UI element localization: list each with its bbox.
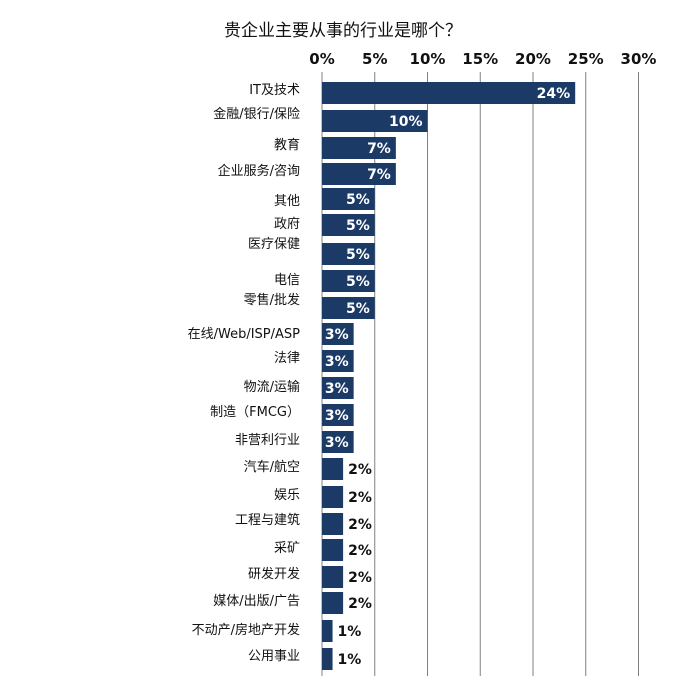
data-label: 5%	[346, 218, 370, 234]
category-label: 娱乐	[274, 488, 300, 503]
data-label: 2%	[348, 596, 372, 612]
bar	[322, 513, 344, 535]
data-label: 24%	[537, 86, 571, 102]
data-label: 5%	[346, 274, 370, 290]
data-label: 3%	[325, 327, 349, 343]
x-tick-label: 20%	[515, 50, 551, 68]
category-label: 工程与建筑	[235, 512, 300, 528]
category-label: 金融/银行/保险	[213, 106, 300, 122]
category-label: 医疗保健	[248, 237, 300, 252]
bar	[322, 82, 576, 104]
data-label: 10%	[389, 114, 423, 130]
x-tick-label: 5%	[362, 50, 387, 68]
category-label: 零售/批发	[244, 292, 300, 308]
bar	[322, 188, 375, 210]
category-label: IT及技术	[249, 83, 300, 98]
category-label: 政府	[274, 217, 300, 232]
category-label: 在线/Web/ISP/ASP	[188, 327, 301, 342]
bar	[322, 163, 396, 185]
data-label: 3%	[325, 435, 349, 451]
bar	[322, 350, 354, 372]
category-label: 制造（FMCG）	[210, 405, 300, 420]
x-tick-label: 10%	[410, 50, 446, 68]
category-label: 媒体/出版/广告	[213, 594, 300, 609]
data-label: 5%	[346, 192, 370, 208]
bar	[322, 486, 344, 508]
bar	[322, 323, 354, 345]
data-label: 1%	[338, 652, 362, 668]
data-label: 3%	[325, 354, 349, 370]
data-label: 3%	[325, 408, 349, 424]
category-label: 法律	[274, 351, 300, 366]
bar	[322, 592, 344, 614]
category-labels: IT及技术金融/银行/保险教育企业服务/咨询其他政府医疗保健电信零售/批发在线/…	[188, 83, 301, 664]
bar	[322, 648, 333, 670]
bar	[322, 377, 354, 399]
data-label: 2%	[348, 517, 372, 533]
bar	[322, 270, 375, 292]
data-label: 2%	[348, 490, 372, 506]
bar	[322, 214, 375, 236]
data-label: 2%	[348, 570, 372, 586]
bar	[322, 620, 333, 642]
data-labels: 24% 10% 7% 7% 5% 5% 5% 5% 5% 3% 3% 3% 3% 3% 2% 2% 2% 2% 2%…	[325, 86, 570, 668]
bar	[322, 458, 344, 480]
x-tick-label: 0%	[309, 50, 334, 68]
data-label: 7%	[367, 167, 391, 183]
x-tick-labels: 0% 5% 10% 15% 20% 25% 30%	[309, 50, 656, 68]
category-label: 公用事业	[248, 649, 300, 664]
bar	[322, 404, 354, 426]
data-label: 7%	[367, 141, 391, 157]
data-label: 2%	[348, 543, 372, 559]
category-label: 企业服务/咨询	[218, 163, 300, 179]
bars	[322, 82, 576, 670]
category-label: 不动产/房地产开发	[192, 622, 300, 638]
category-label: 研发开发	[248, 566, 300, 582]
data-label: 2%	[348, 462, 372, 478]
bar	[322, 243, 375, 265]
bar	[322, 431, 354, 453]
category-label: 其他	[274, 194, 300, 209]
data-label: 3%	[325, 381, 349, 397]
bar	[322, 110, 428, 132]
data-label: 5%	[346, 247, 370, 263]
data-label: 5%	[346, 301, 370, 317]
category-label: 电信	[274, 273, 300, 288]
bar	[322, 137, 396, 159]
bar	[322, 297, 375, 319]
x-tick-label: 25%	[568, 50, 604, 68]
x-tick-label: 30%	[621, 50, 657, 68]
bar	[322, 539, 344, 561]
category-label: 物流/运输	[244, 379, 300, 395]
data-label: 1%	[338, 624, 362, 640]
x-tick-label: 15%	[462, 50, 498, 68]
chart-title: 贵企业主要从事的行业是哪个？	[224, 21, 462, 41]
category-label: 教育	[274, 137, 300, 153]
category-label: 汽车/航空	[244, 459, 300, 475]
category-label: 非营利行业	[235, 433, 300, 448]
bar	[322, 566, 344, 588]
category-label: 采矿	[274, 541, 300, 556]
